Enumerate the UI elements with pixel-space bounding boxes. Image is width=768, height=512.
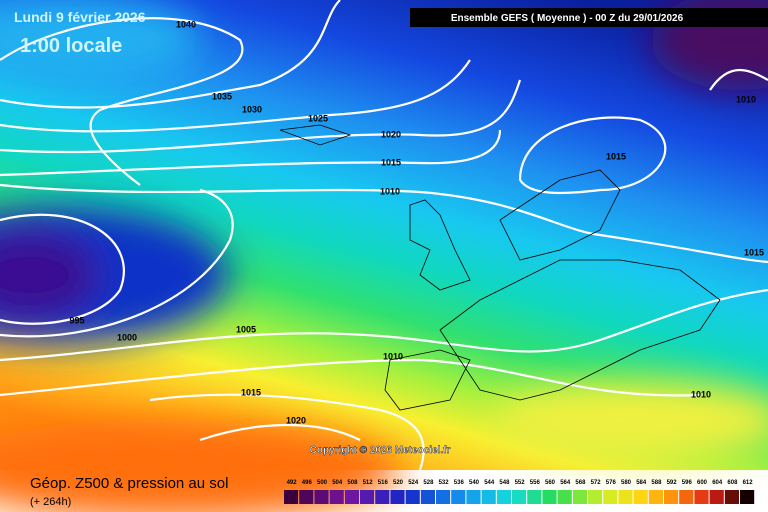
scale-label: 600 [697, 480, 708, 486]
copyright: Copyright © 2026 Meteociel.fr [310, 445, 451, 456]
scale-label: 580 [621, 480, 632, 486]
scale-label: 512 [363, 480, 374, 486]
scale-label: 492 [287, 480, 298, 486]
scale-swatch [284, 490, 299, 504]
run-box [410, 8, 768, 27]
scale-swatch [588, 490, 603, 504]
scale-label: 572 [591, 480, 602, 486]
scale-label: 584 [636, 480, 647, 486]
scale-label: 612 [743, 480, 754, 486]
scale-label: 576 [606, 480, 617, 486]
scale-swatch [405, 490, 420, 504]
isobar-label: 1030 [242, 104, 262, 114]
scale-swatch [557, 490, 572, 504]
date: Lundi 9 février 2026 [14, 9, 146, 25]
isobar-label: 1010 [691, 389, 711, 399]
scale-swatch [314, 490, 329, 504]
footer-title: Géop. Z500 & pression au sol [30, 475, 228, 492]
scale-swatch [512, 490, 527, 504]
isobar-label: 1020 [381, 129, 401, 139]
local-time: 1:00 locale [20, 35, 122, 57]
scale-swatch [694, 490, 709, 504]
isobars [0, 0, 768, 470]
scale-swatch [648, 490, 663, 504]
scale-label: 568 [575, 480, 586, 486]
scale-label: 596 [682, 480, 693, 486]
isobar-label: 1015 [241, 387, 261, 397]
scale-label: 528 [423, 480, 434, 486]
scale-label: 604 [712, 480, 723, 486]
scale-swatch [709, 490, 724, 504]
scale-swatch [481, 490, 496, 504]
scale-swatch [618, 490, 633, 504]
scale-swatch [572, 490, 587, 504]
scale-swatch [724, 490, 739, 504]
scale-label: 524 [408, 480, 419, 486]
scale-label: 500 [317, 480, 328, 486]
isobar-label: 1035 [212, 91, 232, 101]
scale-label: 536 [454, 480, 465, 486]
isobar-label: 1010 [383, 351, 403, 361]
isobar-label: 1015 [381, 157, 401, 167]
scale-label: 564 [560, 480, 571, 486]
coastlines [279, 124, 721, 411]
scale-label: 532 [439, 480, 450, 486]
scale-label: 588 [651, 480, 662, 486]
isobar-label: 1040 [176, 19, 196, 29]
isobar-label: 995 [69, 315, 84, 325]
scale-swatch [664, 490, 679, 504]
scale-swatch [466, 490, 481, 504]
scale-swatch [527, 490, 542, 504]
scale-label: 608 [727, 480, 738, 486]
isobar-label: 1000 [117, 332, 137, 342]
scale-label: 504 [332, 480, 343, 486]
scale-label: 552 [515, 480, 526, 486]
scale-label: 548 [499, 480, 510, 486]
scale-swatch [360, 490, 375, 504]
scale-label: 496 [302, 480, 313, 486]
scale-label: 540 [469, 480, 480, 486]
scale-swatch [375, 490, 390, 504]
isobar-label: 1015 [606, 151, 626, 161]
scale-label: 516 [378, 480, 389, 486]
scale-swatch [420, 490, 435, 504]
scale-label: 520 [393, 480, 404, 486]
scale-swatch [496, 490, 511, 504]
isobar-label: 1025 [308, 113, 328, 123]
isobar-label: 1015 [744, 247, 764, 257]
isobar-label: 1020 [286, 415, 306, 425]
scale-swatch [740, 490, 755, 504]
footer-lead: (+ 264h) [30, 496, 71, 508]
scale-swatch [390, 490, 405, 504]
scale-label: 592 [667, 480, 678, 486]
isobar-label: 1010 [736, 94, 756, 104]
scale-swatch [603, 490, 618, 504]
scale-swatch [451, 490, 466, 504]
scale-label: 560 [545, 480, 556, 486]
scale-swatch [542, 490, 557, 504]
isobar-label: 1005 [236, 324, 256, 334]
scale-swatch [436, 490, 451, 504]
scale-swatch [679, 490, 694, 504]
scale-swatch [344, 490, 359, 504]
scale-swatch [299, 490, 314, 504]
scale-swatch [633, 490, 648, 504]
scale-label: 544 [484, 480, 495, 486]
run-label: Ensemble GEFS ( Moyenne ) - 00 Z du 29/0… [451, 13, 684, 24]
scale-label: 508 [347, 480, 358, 486]
scale-swatch [329, 490, 344, 504]
scale-label: 556 [530, 480, 541, 486]
isobar-label: 1010 [380, 186, 400, 196]
